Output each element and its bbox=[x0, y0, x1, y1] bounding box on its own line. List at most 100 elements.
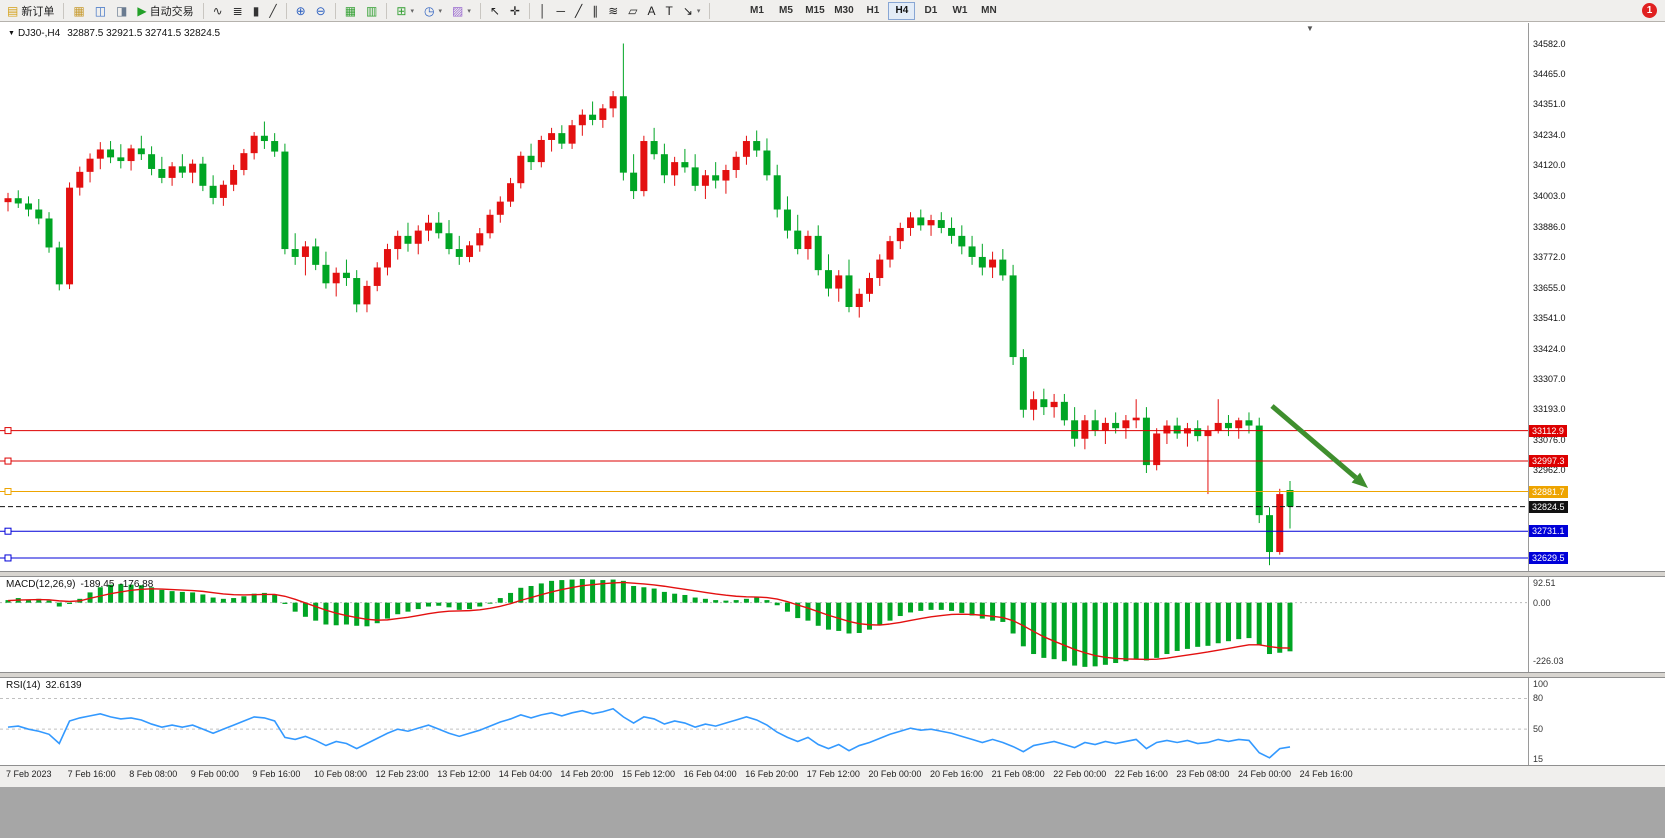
cursor-icon-glyph: ↖ bbox=[489, 3, 500, 18]
time-axis-label: 22 Feb 00:00 bbox=[1053, 769, 1107, 779]
macd-value: -189.45 bbox=[80, 579, 115, 590]
time-axis bbox=[0, 765, 1665, 787]
zoom-in-icon-glyph: ⊕ bbox=[295, 3, 306, 18]
macd-label: MACD(12,26,9) bbox=[6, 579, 76, 590]
channel-icon[interactable]: ∥ bbox=[588, 1, 602, 21]
price-axis-label: 33076.0 bbox=[1533, 435, 1566, 446]
timeframe-m15[interactable]: M15 bbox=[805, 4, 825, 16]
panel-divider-rsi[interactable] bbox=[0, 672, 1665, 678]
rsi-value: 32.6139 bbox=[45, 680, 82, 691]
toolbar-separator bbox=[528, 2, 530, 19]
dropdown-caret-icon: ▾ bbox=[467, 7, 471, 15]
text-label-icon[interactable]: T bbox=[662, 1, 677, 21]
zoom-in-icon[interactable]: ⊕ bbox=[292, 1, 310, 21]
tile-windows-icon-glyph: ▦ bbox=[344, 3, 357, 18]
tick-chart-icon[interactable]: ∿ bbox=[209, 1, 227, 21]
dropdown-caret-icon: ▾ bbox=[438, 7, 442, 15]
text-icon[interactable]: A bbox=[644, 1, 660, 21]
price-tag-resistance-line-1[interactable]: 33112.9 bbox=[1529, 424, 1567, 437]
toolbar-separator bbox=[285, 2, 287, 19]
shapes-icon[interactable]: ▱ bbox=[624, 1, 641, 21]
timeframe-h1[interactable]: H1 bbox=[866, 4, 880, 16]
channel-icon-glyph: ∥ bbox=[592, 3, 599, 18]
timeframe-m5[interactable]: M5 bbox=[778, 4, 793, 16]
arrows-icon[interactable]: ↘ ▾ bbox=[679, 1, 705, 21]
rsi-layer bbox=[0, 697, 1528, 759]
price-tag-pivot-line[interactable]: 32881.7 bbox=[1529, 485, 1568, 498]
templates-icon[interactable]: ▨ ▾ bbox=[448, 1, 475, 21]
fibonacci-icon[interactable]: ≋ bbox=[604, 1, 622, 21]
tile-windows-icon[interactable]: ▦ bbox=[341, 1, 360, 21]
dropdown-caret-icon: ▾ bbox=[696, 7, 701, 15]
timeframe-m1[interactable]: M1 bbox=[749, 4, 764, 16]
time-axis-label: 14 Feb 04:00 bbox=[498, 769, 552, 779]
chart-collapse-icon[interactable]: ▼ bbox=[8, 30, 15, 37]
indicators-icon[interactable]: ⊞ ▾ bbox=[392, 1, 418, 21]
candles-layer bbox=[4, 43, 1294, 566]
time-axis-label: 14 Feb 20:00 bbox=[560, 769, 614, 779]
notification-badge[interactable]: 1 bbox=[1642, 3, 1657, 18]
navigator-icon[interactable]: ◨ bbox=[112, 1, 131, 21]
timeframe-d1[interactable]: D1 bbox=[924, 4, 938, 16]
bar-chart-icon-glyph: ≣ bbox=[232, 3, 243, 18]
timeframe-m30[interactable]: M30 bbox=[834, 4, 854, 16]
chart-ohlc-values: 32887.5 32921.5 32741.5 32824.5 bbox=[67, 28, 221, 39]
text-label-icon-glyph: T bbox=[665, 3, 673, 18]
new-order-button[interactable]: ▤ 新订单 bbox=[3, 1, 58, 21]
timeframe-mn[interactable]: MN bbox=[981, 4, 997, 16]
vertical-line-icon[interactable]: │ bbox=[535, 1, 551, 21]
crosshair-icon[interactable]: ✛ bbox=[506, 1, 524, 21]
timeframe-h4[interactable]: H4 bbox=[888, 1, 916, 20]
time-axis-label: 13 Feb 12:00 bbox=[437, 769, 491, 779]
candlestick-chart-icon-glyph: ▮ bbox=[252, 3, 260, 18]
price-axis-label: 33193.0 bbox=[1533, 404, 1566, 415]
chart-shift-marker-icon[interactable]: ▼ bbox=[1306, 24, 1314, 33]
text-icon-glyph: A bbox=[647, 3, 656, 18]
rsi-axis-label: 100 bbox=[1533, 679, 1549, 689]
horizontal-line-icon[interactable]: ─ bbox=[552, 1, 569, 21]
arrange-windows-icon[interactable]: ▥ bbox=[362, 1, 381, 21]
market-watch-icon[interactable]: ◫ bbox=[91, 1, 110, 21]
price-axis-label: 34120.0 bbox=[1533, 160, 1566, 171]
time-axis-label: 16 Feb 20:00 bbox=[745, 769, 799, 779]
bar-chart-icon[interactable]: ≣ bbox=[229, 1, 247, 21]
periods-menu-icon[interactable]: ◷ ▾ bbox=[420, 1, 446, 21]
panel-divider-macd[interactable] bbox=[0, 571, 1665, 577]
vertical-line-icon-glyph: │ bbox=[538, 3, 547, 18]
toolbar-separator bbox=[334, 2, 336, 19]
toolbar-separator bbox=[709, 2, 711, 19]
rsi-axis-label: 80 bbox=[1533, 693, 1544, 704]
horizontal-line-icon-glyph: ─ bbox=[556, 3, 565, 18]
zoom-out-icon[interactable]: ⊖ bbox=[312, 1, 330, 21]
cursor-icon[interactable]: ↖ bbox=[486, 1, 504, 21]
price-axis-label: 33424.0 bbox=[1533, 343, 1566, 354]
price-tag-current-price-line[interactable]: 32824.5 bbox=[1529, 500, 1568, 513]
toolbar-separator bbox=[479, 2, 481, 19]
price-tag-resistance-line-2[interactable]: 32997.3 bbox=[1529, 455, 1568, 468]
candlestick-chart-icon[interactable]: ▮ bbox=[249, 1, 264, 21]
macd-axis-label: 0.00 bbox=[1533, 597, 1551, 608]
trendline-icon[interactable]: ╱ bbox=[571, 1, 586, 21]
price-tag-support-line-2[interactable]: 32629.5 bbox=[1529, 551, 1568, 564]
line-chart-icon-glyph: ╱ bbox=[269, 3, 277, 18]
sell-direction-arrow[interactable] bbox=[1270, 404, 1368, 488]
charts-icon-glyph: ▦ bbox=[73, 3, 85, 18]
time-axis-label: 10 Feb 08:00 bbox=[314, 769, 368, 779]
line-chart-icon[interactable]: ╱ bbox=[265, 1, 280, 21]
time-axis-label: 21 Feb 08:00 bbox=[991, 769, 1045, 779]
price-axis-label: 33655.0 bbox=[1533, 282, 1566, 293]
macd-layer bbox=[0, 579, 1528, 667]
time-axis-label: 20 Feb 00:00 bbox=[868, 769, 922, 779]
price-axis-label: 33772.0 bbox=[1533, 251, 1566, 262]
price-tag-support-line-1[interactable]: 32731.1 bbox=[1529, 525, 1568, 538]
timeframe-w1[interactable]: W1 bbox=[952, 4, 968, 16]
level-lines-layer[interactable] bbox=[0, 427, 1528, 562]
price-axis-label: 32962.0 bbox=[1533, 465, 1566, 476]
trendline-icon-glyph: ╱ bbox=[574, 3, 583, 18]
time-axis-label: 9 Feb 00:00 bbox=[190, 769, 239, 779]
time-axis-label: 23 Feb 08:00 bbox=[1176, 769, 1230, 779]
charts-icon[interactable]: ▦ bbox=[69, 1, 88, 21]
autotrading-button[interactable]: ▶ 自动交易 bbox=[133, 1, 197, 21]
